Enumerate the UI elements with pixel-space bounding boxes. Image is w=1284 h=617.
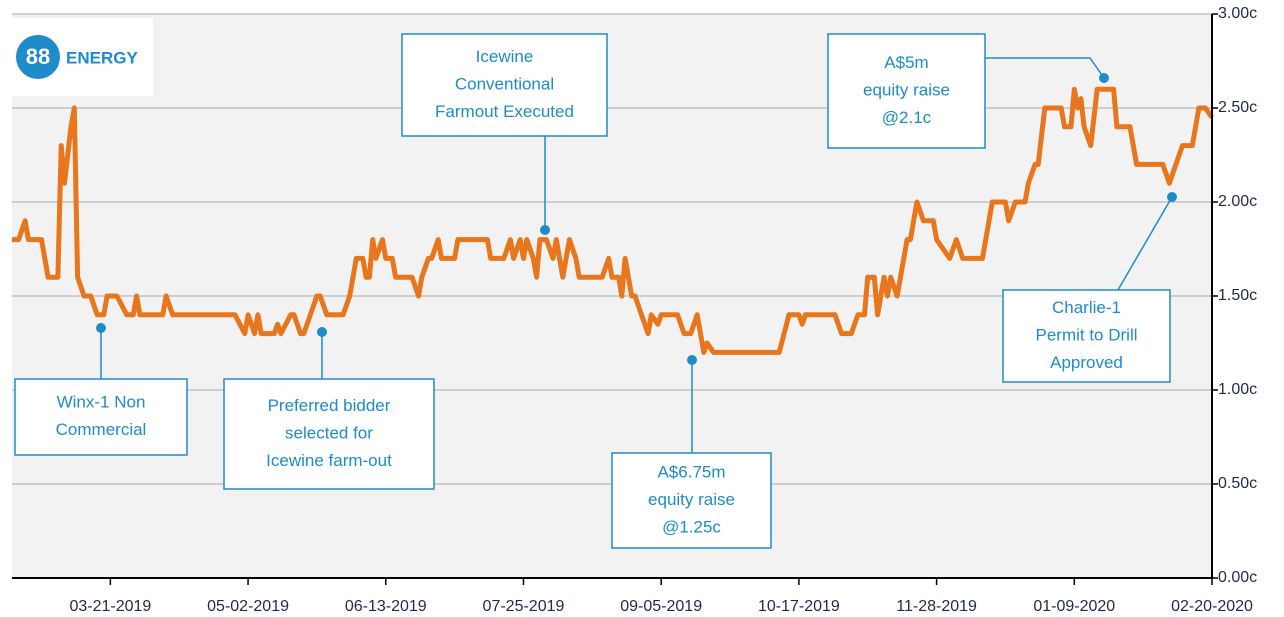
callout-text: Farmout Executed bbox=[435, 102, 574, 121]
leader-dot bbox=[96, 323, 106, 333]
annotation: Preferred bidder selected for Icewine farm… bbox=[223, 327, 435, 490]
callout-text: @1.25c bbox=[662, 517, 721, 536]
callout-box bbox=[1002, 289, 1171, 383]
series bbox=[12, 86, 1215, 355]
price-line bbox=[12, 86, 1215, 355]
leader-dot bbox=[317, 327, 327, 337]
y-tick-label: 0.00c bbox=[1218, 569, 1257, 586]
axes: 0.00c 0.50c 1.00c 1.50c 2.00c 2.50c 3.00c 03-21… bbox=[12, 5, 1257, 615]
y-tick-label: 3.00c bbox=[1218, 5, 1257, 22]
leader-line bbox=[1117, 196, 1173, 291]
x-tick-label: 06-13-2019 bbox=[345, 598, 427, 615]
annotation: A$5m equity raise @2.1c bbox=[827, 33, 1109, 149]
y-tick-label: 2.00c bbox=[1218, 193, 1257, 210]
callout-text: Permit to Drill bbox=[1035, 325, 1137, 344]
annotation: Icewine Conventional Farmout Executed bbox=[401, 33, 608, 235]
y-tick-label: 2.50c bbox=[1218, 99, 1257, 116]
x-tick-label: 02-20-2020 bbox=[1171, 598, 1253, 615]
x-tick-label: 10-17-2019 bbox=[758, 598, 840, 615]
y-tick-label: 1.50c bbox=[1218, 287, 1257, 304]
x-tick-label: 01-09-2020 bbox=[1033, 598, 1115, 615]
logo-circle bbox=[16, 35, 60, 79]
annotation: A$6.75m equity raise @1.25c bbox=[611, 355, 772, 549]
callout-box bbox=[401, 33, 608, 137]
leader-dot bbox=[1167, 192, 1177, 202]
x-tick-label: 05-02-2019 bbox=[207, 598, 289, 615]
callout-box bbox=[827, 33, 986, 149]
callout-text: selected for bbox=[285, 423, 373, 442]
callout-text: A$5m bbox=[884, 53, 928, 72]
logo-text: ENERGY bbox=[66, 48, 138, 67]
annotation: Charlie-1 Permit to Drill Approved bbox=[1002, 192, 1177, 383]
callout-text: Conventional bbox=[455, 74, 554, 93]
callout-text: Approved bbox=[1050, 353, 1123, 372]
x-tick-label: 11-28-2019 bbox=[896, 598, 977, 615]
leader-line bbox=[985, 57, 1105, 79]
logo: 88 ENERGY bbox=[0, 18, 153, 96]
leader-dot bbox=[687, 355, 697, 365]
callout-box bbox=[223, 378, 435, 490]
x-tick-label: 03-21-2019 bbox=[69, 598, 151, 615]
callout-text: Winx-1 Non bbox=[57, 393, 146, 412]
callout-text: Commercial bbox=[56, 420, 147, 439]
annotations: Winx-1 Non Commercial Preferred bidder sele… bbox=[14, 33, 1177, 549]
callout-box bbox=[611, 452, 772, 549]
y-tick-label: 0.50c bbox=[1218, 475, 1257, 492]
callout-text: Icewine bbox=[476, 47, 534, 66]
y-tick-label: 1.00c bbox=[1218, 381, 1257, 398]
x-tick-label: 07-25-2019 bbox=[483, 598, 565, 615]
callout-text: equity raise bbox=[648, 490, 735, 509]
callout-text: Charlie-1 bbox=[1052, 298, 1121, 317]
callout-text: Icewine farm-out bbox=[266, 451, 392, 470]
leader-dot bbox=[1099, 73, 1109, 83]
annotation: Winx-1 Non Commercial bbox=[14, 323, 188, 456]
callout-text: equity raise bbox=[863, 80, 950, 99]
x-tick-label: 09-05-2019 bbox=[620, 598, 702, 615]
leader-dot bbox=[540, 225, 550, 235]
callout-text: Preferred bidder bbox=[268, 396, 391, 415]
callout-text: A$6.75m bbox=[657, 462, 725, 481]
callout-text: @2.1c bbox=[882, 108, 932, 127]
logo-mark: 88 bbox=[26, 44, 50, 69]
callout-box bbox=[14, 378, 188, 456]
